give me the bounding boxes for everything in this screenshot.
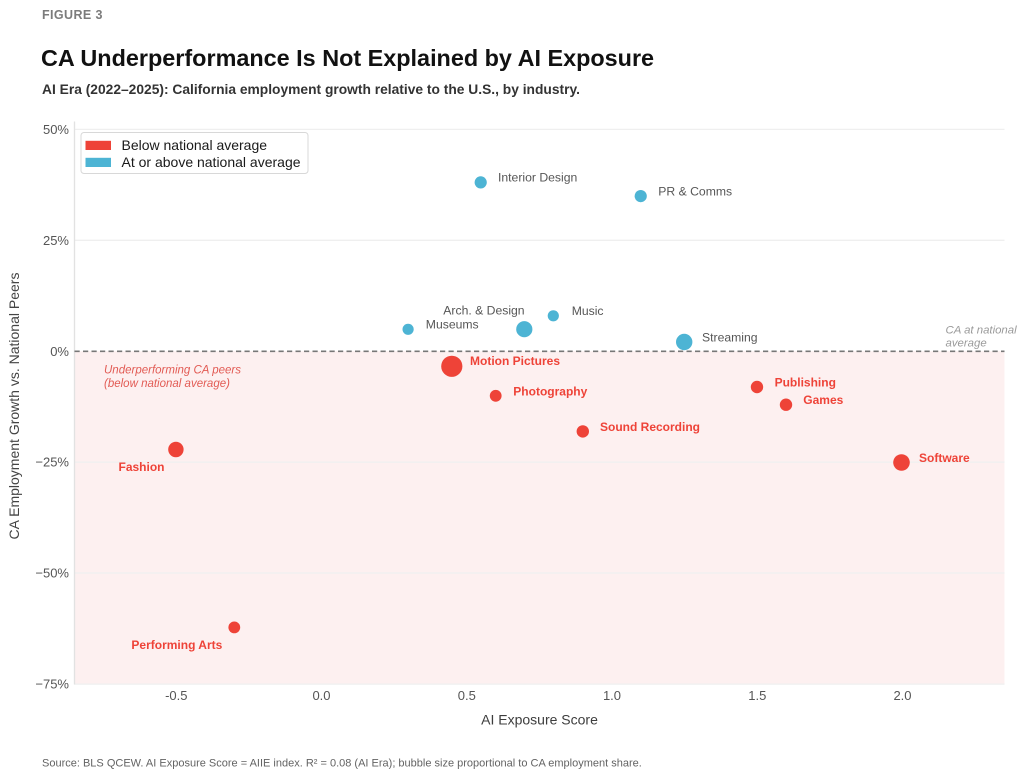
svg-text:1.5: 1.5	[748, 688, 766, 703]
svg-text:0.0: 0.0	[312, 688, 330, 703]
svg-text:Photography: Photography	[513, 384, 587, 398]
svg-text:2.0: 2.0	[893, 688, 911, 703]
svg-text:Fashion: Fashion	[119, 460, 165, 474]
svg-text:Interior Design: Interior Design	[498, 171, 577, 185]
svg-text:Software: Software	[919, 451, 970, 465]
svg-text:AI Era (2022–2025): California: AI Era (2022–2025): California employmen…	[42, 82, 580, 97]
svg-text:0%: 0%	[50, 344, 69, 359]
svg-text:At or above national average: At or above national average	[122, 154, 301, 170]
svg-text:Performing Arts: Performing Arts	[131, 638, 222, 652]
svg-text:average: average	[946, 338, 987, 350]
svg-text:−75%: −75%	[35, 677, 69, 692]
svg-text:50%: 50%	[43, 122, 69, 137]
svg-text:Sound Recording: Sound Recording	[600, 420, 700, 434]
svg-text:Source: BLS QCEW. AI Exposure: Source: BLS QCEW. AI Exposure Score = AI…	[42, 758, 642, 770]
svg-text:AI Exposure Score: AI Exposure Score	[481, 712, 598, 728]
svg-text:CA Employment Growth vs. Natio: CA Employment Growth vs. National Peers	[6, 273, 22, 540]
svg-text:CA at national: CA at national	[946, 325, 1018, 337]
svg-text:Museums: Museums	[426, 318, 479, 332]
svg-text:1.0: 1.0	[603, 688, 621, 703]
svg-text:0.5: 0.5	[458, 688, 476, 703]
svg-text:Arch. & Design: Arch. & Design	[443, 304, 524, 318]
svg-text:Games: Games	[803, 393, 843, 407]
svg-text:-0.5: -0.5	[165, 688, 187, 703]
svg-text:−50%: −50%	[35, 566, 69, 581]
svg-text:Publishing: Publishing	[775, 376, 836, 390]
svg-text:CA Underperformance Is Not Exp: CA Underperformance Is Not Explained by …	[41, 45, 654, 71]
svg-text:Below national average: Below national average	[122, 137, 268, 153]
svg-text:FIGURE 3: FIGURE 3	[42, 8, 103, 22]
svg-text:−25%: −25%	[35, 455, 69, 470]
svg-text:Music: Music	[572, 304, 604, 318]
svg-text:(below national average): (below national average)	[104, 378, 230, 390]
svg-text:Streaming: Streaming	[702, 330, 758, 344]
svg-text:Underperforming CA peers: Underperforming CA peers	[104, 365, 241, 377]
svg-text:Motion Pictures: Motion Pictures	[470, 354, 560, 368]
svg-text:PR & Comms: PR & Comms	[658, 185, 732, 199]
svg-text:25%: 25%	[43, 233, 69, 248]
